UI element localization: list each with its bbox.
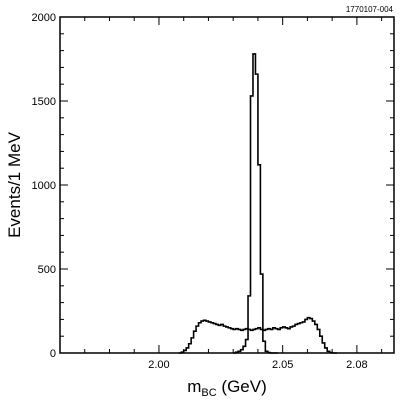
x-axis-label-unit: (GeV) — [217, 377, 267, 396]
figure-id: 1770107-004 — [346, 5, 394, 14]
y-tick-label: 2000 — [32, 12, 56, 24]
x-axis-label: mBC (GeV) — [187, 377, 267, 399]
x-axis-label-subscript: BC — [201, 387, 216, 399]
y-tick-label: 1500 — [32, 96, 56, 108]
y-tick-label: 500 — [38, 264, 56, 276]
histogram-series-0 — [233, 53, 278, 354]
plot-frame — [59, 16, 395, 354]
y-axis: 0 500 1000 1500 2000 — [32, 12, 394, 360]
x-tick-label: 2.00 — [148, 359, 169, 371]
x-tick-label: 2.08 — [346, 359, 367, 371]
y-tick-label: 1000 — [32, 180, 56, 192]
histogram-series-1 — [178, 316, 338, 354]
x-axis-label-main: m — [187, 377, 201, 396]
x-tick-label: 2.05 — [272, 359, 293, 371]
y-axis-label: Events/1 MeV — [5, 131, 24, 237]
x-axis: 2.00 2.05 2.08 — [59, 17, 383, 371]
y-tick-label: 0 — [50, 348, 56, 360]
series-layer — [178, 53, 338, 354]
